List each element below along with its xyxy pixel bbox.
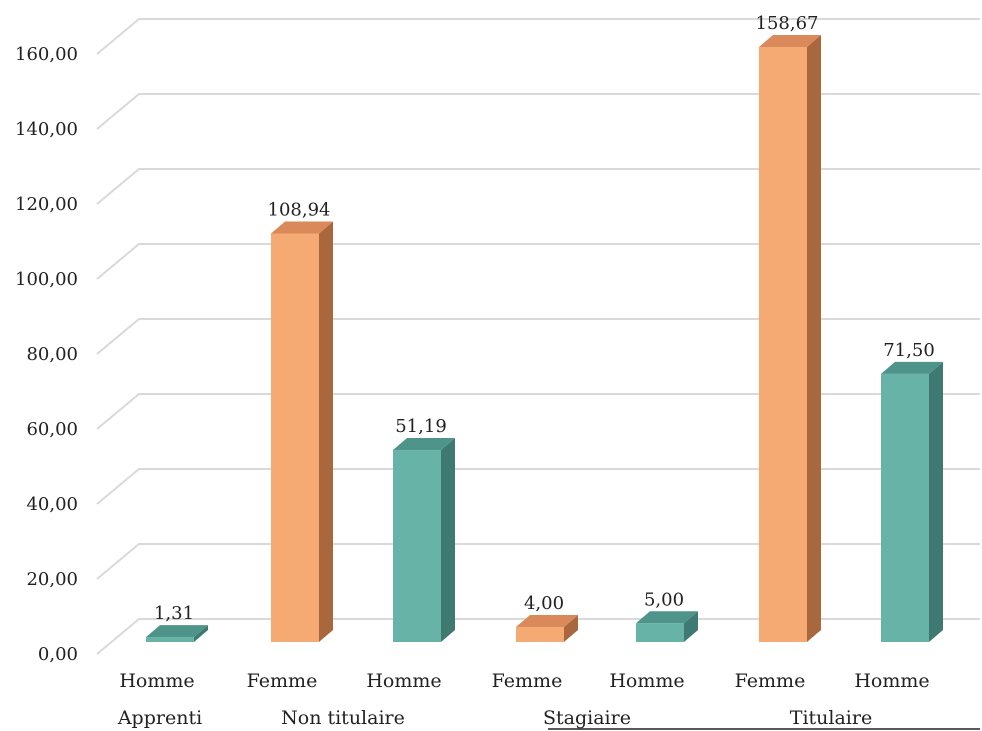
bar-side bbox=[807, 35, 821, 642]
bar-front bbox=[881, 374, 929, 642]
gridline bbox=[97, 94, 980, 129]
bar-side bbox=[929, 362, 943, 642]
y-tick-label: 40,00 bbox=[26, 494, 78, 515]
bar-front bbox=[271, 233, 319, 642]
y-axis-ticks: 0,00 20,00 40,00 60,00 80,00 100,00 120,00 140,… bbox=[15, 44, 78, 665]
bar-front bbox=[636, 623, 684, 642]
y-tick-label: 60,00 bbox=[26, 419, 78, 440]
bar-homme bbox=[881, 362, 943, 642]
bar-femme bbox=[759, 35, 821, 642]
y-tick-label: 100,00 bbox=[15, 269, 78, 290]
data-label: 51,19 bbox=[395, 416, 447, 437]
x-category-label: Homme bbox=[366, 670, 441, 692]
gridline bbox=[97, 244, 980, 279]
gridline bbox=[97, 469, 980, 504]
gridline bbox=[97, 19, 980, 54]
y-tick-label: 20,00 bbox=[26, 569, 78, 590]
bars bbox=[146, 35, 943, 642]
x-category-label: Femme bbox=[247, 670, 318, 692]
y-tick-label: 0,00 bbox=[38, 644, 78, 665]
x-category-label: Femme bbox=[492, 670, 563, 692]
data-label: 1,31 bbox=[154, 603, 194, 624]
gridline bbox=[97, 394, 980, 429]
data-label: 4,00 bbox=[524, 593, 564, 614]
y-tick-label: 160,00 bbox=[15, 44, 78, 65]
gridline bbox=[97, 544, 980, 579]
gridline bbox=[97, 319, 980, 354]
x-group-label: Apprenti bbox=[117, 707, 202, 729]
x-group-label: Titulaire bbox=[790, 707, 872, 729]
y-tick-label: 120,00 bbox=[15, 194, 78, 215]
data-label: 71,50 bbox=[883, 340, 935, 361]
y-tick-label: 140,00 bbox=[15, 119, 78, 140]
y-tick-label: 80,00 bbox=[26, 344, 78, 365]
bar-homme bbox=[393, 438, 455, 642]
bar-homme bbox=[146, 625, 208, 642]
gridlines bbox=[97, 19, 980, 654]
bar-front bbox=[759, 47, 807, 642]
x-category-label: Femme bbox=[735, 670, 806, 692]
bar-femme bbox=[271, 221, 333, 642]
x-axis-categories: Homme Femme Homme Femme Homme Femme Homme bbox=[119, 670, 929, 692]
x-axis-groups: Apprenti Non titulaire Stagiaire Titulaire bbox=[117, 707, 980, 729]
x-category-label: Homme bbox=[119, 670, 194, 692]
bar-side bbox=[319, 221, 333, 642]
data-label: 108,94 bbox=[268, 199, 331, 220]
bar-front bbox=[146, 637, 194, 642]
x-category-label: Homme bbox=[854, 670, 929, 692]
gridline bbox=[97, 169, 980, 204]
bar-front bbox=[393, 450, 441, 642]
x-group-label: Stagiaire bbox=[543, 707, 631, 729]
bar-front bbox=[516, 627, 564, 642]
data-label: 158,67 bbox=[756, 13, 819, 34]
data-label: 5,00 bbox=[644, 589, 684, 610]
bar-femme bbox=[516, 615, 578, 642]
x-category-label: Homme bbox=[609, 670, 684, 692]
x-group-label: Non titulaire bbox=[281, 707, 405, 729]
bar-side bbox=[441, 438, 455, 642]
bar-homme bbox=[636, 611, 698, 642]
